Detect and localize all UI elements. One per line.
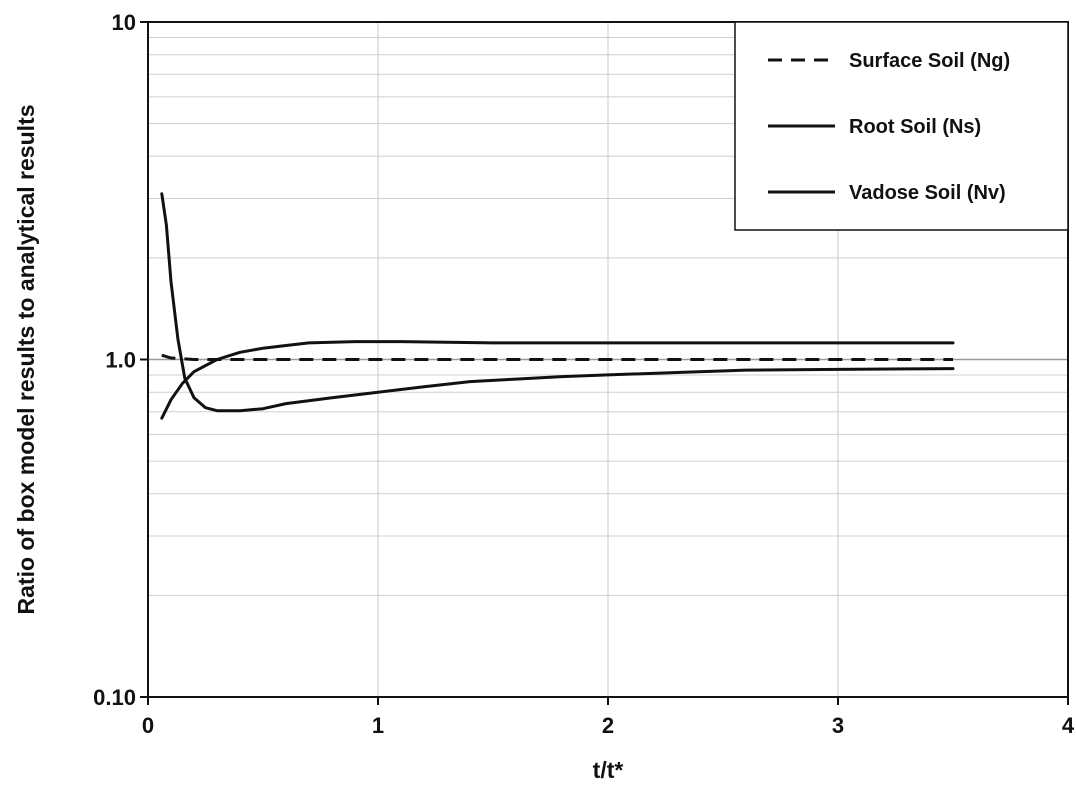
legend: Surface Soil (Ng) Root Soil (Ns) Vadose …: [734, 21, 1069, 231]
x-tick-label: 1: [372, 713, 384, 738]
x-tick-label: 4: [1062, 713, 1075, 738]
x-tick-label: 0: [142, 713, 154, 738]
y-axis-title: Ratio of box model results to analytical…: [13, 105, 39, 615]
series-line-root-soil: [160, 192, 955, 413]
y-tick-label: 1.0: [105, 348, 136, 373]
y-tick-label: 10: [112, 10, 136, 35]
y-tick-label: 0.10: [93, 685, 136, 710]
series-line-surface-soil: [161, 353, 953, 361]
x-axis-title: t/t*: [593, 757, 624, 783]
legend-label-surface-soil: Surface Soil (Ng): [849, 50, 1010, 72]
series-layer: [160, 192, 955, 420]
x-tick-label: 3: [832, 713, 844, 738]
axis-ticks: 0 1 2 3 4 0.10 1.0 10: [93, 10, 1075, 738]
legend-label-root-soil: Root Soil (Ns): [849, 116, 981, 138]
x-tick-label: 2: [602, 713, 614, 738]
legend-label-vadose-soil: Vadose Soil (Nv): [849, 182, 1006, 204]
series-line-vadose-soil: [160, 340, 955, 420]
